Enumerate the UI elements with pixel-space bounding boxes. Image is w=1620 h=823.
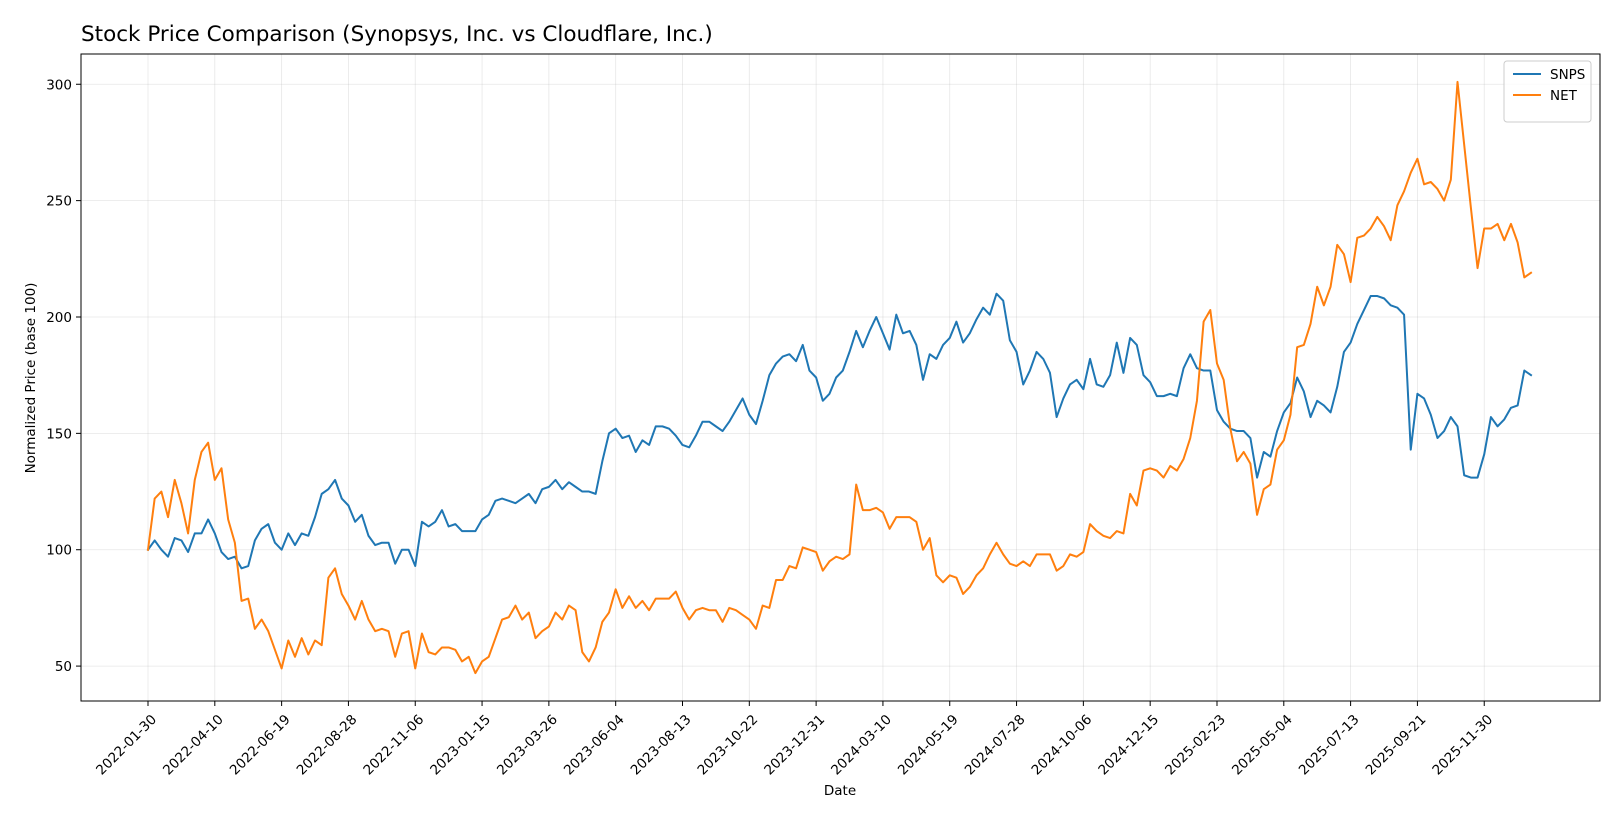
legend-label-net: NET [1550, 88, 1578, 104]
x-tick-label: 2025-09-21 [1363, 712, 1430, 779]
x-tick-label: 2023-06-04 [561, 712, 628, 779]
x-tick-label: 2022-11-06 [360, 712, 427, 779]
x-tick-label: 2023-03-26 [494, 712, 561, 779]
x-tick-label: 2023-12-31 [761, 712, 828, 779]
x-tick-label: 2022-01-30 [93, 712, 160, 779]
chart-legend: SNPS NET [1503, 60, 1592, 123]
x-tick-label: 2024-03-10 [828, 712, 895, 779]
x-tick-label: 2024-10-06 [1029, 712, 1096, 779]
y-axis-ticks: 50 100 150 200 250 300 [46, 77, 81, 675]
plot-area-frame [80, 53, 1601, 702]
x-tick-label: 2024-05-19 [895, 712, 962, 779]
series-line-snps [146, 292, 1533, 570]
x-tick-label: 2022-06-19 [227, 712, 294, 779]
x-tick-label: 2024-12-15 [1095, 712, 1162, 779]
x-tick-label: 2024-07-28 [962, 712, 1029, 779]
x-tick-label: 2023-08-13 [628, 712, 695, 779]
chart-title: Stock Price Comparison (Synopsys, Inc. v… [81, 22, 713, 47]
x-tick-label: 2025-02-23 [1162, 712, 1229, 779]
x-tick-label: 2023-01-15 [427, 712, 494, 779]
y-axis-label: Normalized Price (base 100) [23, 283, 39, 474]
legend-box [1503, 60, 1592, 123]
x-tick-label: 2022-08-28 [294, 712, 361, 779]
x-axis-ticks: 2022-01-30 2022-04-10 2022-06-19 2022-08-28… [93, 701, 1496, 778]
legend-label-snps: SNPS [1550, 67, 1585, 83]
x-axis-label: Date [824, 783, 856, 799]
y-tick-label: 50 [55, 659, 72, 675]
x-tick-label: 2025-07-13 [1296, 712, 1363, 779]
y-tick-label: 250 [46, 194, 72, 210]
x-tick-label: 2022-04-10 [160, 712, 227, 779]
y-tick-label: 300 [46, 77, 72, 93]
y-tick-label: 200 [46, 310, 72, 326]
plot-series [146, 80, 1533, 675]
y-tick-label: 150 [46, 426, 72, 442]
y-tick-label: 100 [46, 543, 72, 559]
x-tick-label: 2023-10-22 [694, 712, 761, 779]
x-tick-label: 2025-05-04 [1229, 712, 1296, 779]
series-line-net [146, 80, 1533, 675]
grid [81, 54, 1600, 701]
x-tick-label: 2025-11-30 [1429, 712, 1496, 779]
